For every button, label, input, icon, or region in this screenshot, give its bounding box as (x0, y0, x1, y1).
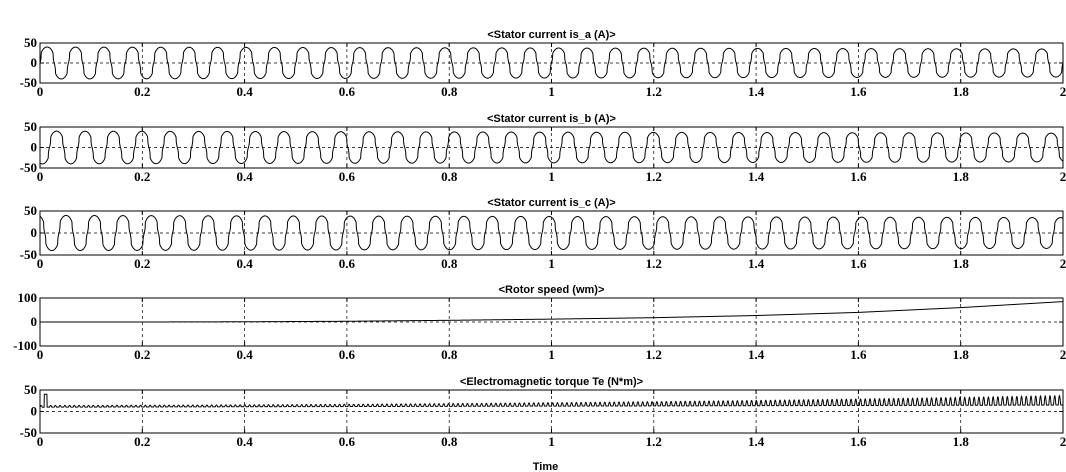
series-line (39, 214, 1064, 252)
x-tick-label: 0.8 (441, 84, 458, 99)
y-tick-label: -50 (20, 160, 37, 175)
scope-panel-1: <Stator current is_a (A)> 0 0.2 0.4 0.6 0.8 1 1… (20, 29, 1066, 99)
x-tick-label: 1.8 (953, 347, 970, 362)
series-line (39, 46, 1064, 80)
x-tick-label: 2 (1060, 256, 1066, 271)
x-tick-label: 0.8 (441, 347, 458, 362)
panel-title: <Stator current is_c (A)> (487, 197, 615, 209)
x-axis-label: Time (533, 461, 558, 472)
x-tick-label: 1 (548, 256, 555, 271)
y-tick-label: 0 (31, 140, 38, 155)
x-tick-label: 0 (37, 84, 44, 99)
y-tick-label: -50 (20, 247, 37, 262)
y-tick-label: 0 (31, 314, 38, 329)
scope-panel-3: <Stator current is_c (A)> 0 0.2 0.4 0.6 0.8 1 1… (20, 197, 1066, 271)
x-tick-label: 0.4 (236, 347, 253, 362)
x-tick-label: 0.2 (134, 434, 150, 449)
x-tick-label: 0 (37, 256, 44, 271)
x-tick-label: 0.6 (339, 84, 356, 99)
x-tick-label: 1.4 (748, 169, 765, 184)
x-tick-label: 2 (1060, 434, 1066, 449)
x-tick-label: 1 (548, 169, 555, 184)
y-tick-label: 0 (31, 404, 38, 419)
x-tick-label: 0.4 (236, 434, 253, 449)
x-tick-label: 0.8 (441, 169, 458, 184)
y-tick-label: 100 (18, 290, 38, 305)
x-tick-label: 1.6 (850, 347, 867, 362)
y-tick-label: -50 (20, 75, 37, 90)
x-tick-label: 1.2 (646, 434, 662, 449)
x-tick-label: 1.8 (953, 84, 970, 99)
series-line (39, 130, 1064, 165)
x-tick-label: 1 (548, 84, 555, 99)
x-tick-label: 1.4 (748, 256, 765, 271)
x-tick-label: 2 (1060, 169, 1066, 184)
y-tick-label: -50 (20, 425, 37, 440)
x-tick-label: 1.8 (953, 169, 970, 184)
x-tick-label: 0.6 (339, 434, 356, 449)
x-tick-label: 1.2 (646, 84, 662, 99)
series-line (39, 393, 1063, 408)
scope-panel-4: <Rotor speed (wm)> 0 0.2 0.4 0.6 0.8 1 1.2 1.4 1.… (13, 284, 1066, 362)
x-tick-label: 0 (37, 169, 44, 184)
x-tick-label: 0.4 (236, 256, 253, 271)
y-tick-label: 50 (24, 203, 37, 218)
x-tick-label: 1.4 (748, 347, 765, 362)
series-line (40, 301, 1064, 323)
panel-title: <Electromagnetic torque Te (N*m)> (460, 376, 643, 388)
x-tick-label: 0.2 (134, 347, 150, 362)
y-tick-label: 0 (31, 225, 38, 240)
x-tick-label: 1.2 (646, 169, 662, 184)
x-tick-label: 0.2 (134, 84, 150, 99)
y-tick-label: 50 (24, 382, 37, 397)
x-tick-label: 1 (548, 347, 555, 362)
x-tick-label: 1.6 (850, 169, 867, 184)
scope-panel-5: <Electromagnetic torque Te (N*m)> 0 0.2 0.4… (20, 376, 1066, 472)
x-tick-label: 1.8 (953, 256, 970, 271)
panel-title: <Stator current is_b (A)> (487, 113, 616, 125)
x-tick-label: 1.4 (748, 84, 765, 99)
x-tick-label: 0 (37, 347, 44, 362)
scope-panel-2: <Stator current is_b (A)> 0 0.2 0.4 0.6 0.8 1 1… (20, 113, 1066, 184)
x-tick-label: 1.2 (646, 347, 662, 362)
x-tick-label: 0.4 (236, 169, 253, 184)
x-tick-label: 0.6 (339, 347, 356, 362)
x-tick-label: 0.6 (339, 256, 356, 271)
x-tick-label: 0.8 (441, 256, 458, 271)
x-tick-label: 1.2 (646, 256, 662, 271)
x-tick-label: 1.8 (953, 434, 970, 449)
x-tick-label: 1.6 (850, 256, 867, 271)
y-tick-label: -100 (13, 338, 37, 353)
x-tick-label: 0.2 (134, 169, 150, 184)
y-tick-label: 50 (24, 35, 37, 50)
x-tick-label: 0.6 (339, 169, 356, 184)
x-tick-label: 1.4 (748, 434, 765, 449)
panel-title: <Stator current is_a (A)> (487, 29, 615, 41)
x-tick-label: 1.6 (850, 434, 867, 449)
x-tick-label: 1.6 (850, 84, 867, 99)
x-tick-label: 2 (1060, 347, 1066, 362)
x-tick-label: 0.8 (441, 434, 458, 449)
panel-title: <Rotor speed (wm)> (499, 284, 605, 296)
x-tick-label: 1 (548, 434, 555, 449)
y-tick-label: 0 (31, 55, 38, 70)
x-tick-label: 2 (1060, 84, 1066, 99)
x-tick-label: 0 (37, 434, 44, 449)
x-tick-label: 0.2 (134, 256, 150, 271)
x-tick-label: 0.4 (236, 84, 253, 99)
y-tick-label: 50 (24, 119, 37, 134)
